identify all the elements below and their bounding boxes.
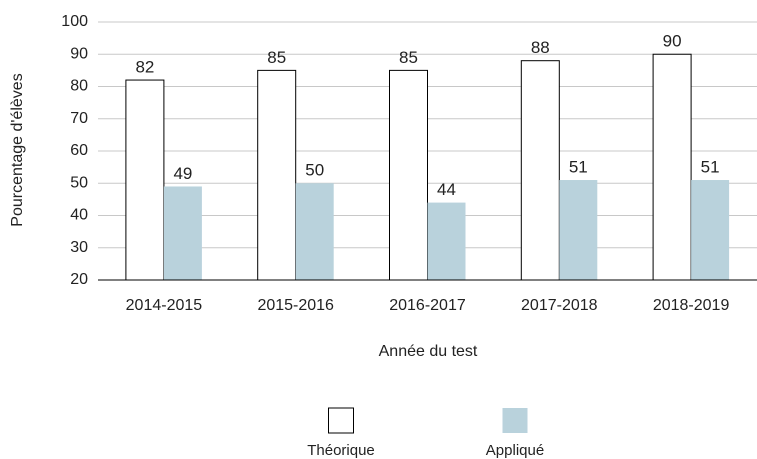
x-tick-label: 2018-2019 <box>653 297 730 314</box>
x-tick-label: 2015-2016 <box>257 297 334 314</box>
value-label: 85 <box>399 48 418 67</box>
y-tick-label: 40 <box>70 207 88 224</box>
y-axis-label: Pourcentage d'élèves <box>9 73 26 226</box>
x-axis-label: Année du test <box>379 343 478 360</box>
legend-swatch <box>328 407 354 434</box>
bar <box>427 202 466 280</box>
value-label: 51 <box>701 158 720 177</box>
bar <box>257 69 297 281</box>
y-tick-label: 70 <box>70 110 88 127</box>
y-tick-label: 100 <box>61 13 88 30</box>
value-label: 90 <box>663 32 682 51</box>
value-label: 50 <box>305 161 324 180</box>
x-tick-label: 2016-2017 <box>389 297 466 314</box>
bar <box>295 183 334 280</box>
bar <box>163 186 202 280</box>
value-label: 82 <box>135 58 154 77</box>
legend-swatch <box>502 408 528 433</box>
y-tick-label: 50 <box>70 174 88 191</box>
bar <box>652 53 692 281</box>
value-label: 49 <box>173 164 192 183</box>
y-tick-label: 80 <box>70 78 88 95</box>
bar <box>691 180 730 280</box>
y-tick-label: 60 <box>70 142 88 159</box>
value-label: 44 <box>437 180 456 199</box>
bar <box>559 180 598 280</box>
value-label: 88 <box>531 38 550 57</box>
legend-label: Théorique <box>307 442 375 459</box>
x-tick-label: 2017-2018 <box>521 297 598 314</box>
bar <box>125 79 165 281</box>
x-tick-label: 2014-2015 <box>126 297 203 314</box>
bar <box>520 60 560 281</box>
value-label: 85 <box>267 48 286 67</box>
y-tick-label: 90 <box>70 45 88 62</box>
value-label: 51 <box>569 158 588 177</box>
y-tick-label: 20 <box>70 271 88 288</box>
y-tick-label: 30 <box>70 239 88 256</box>
legend-label: Appliqué <box>486 442 544 459</box>
bar <box>389 69 428 281</box>
